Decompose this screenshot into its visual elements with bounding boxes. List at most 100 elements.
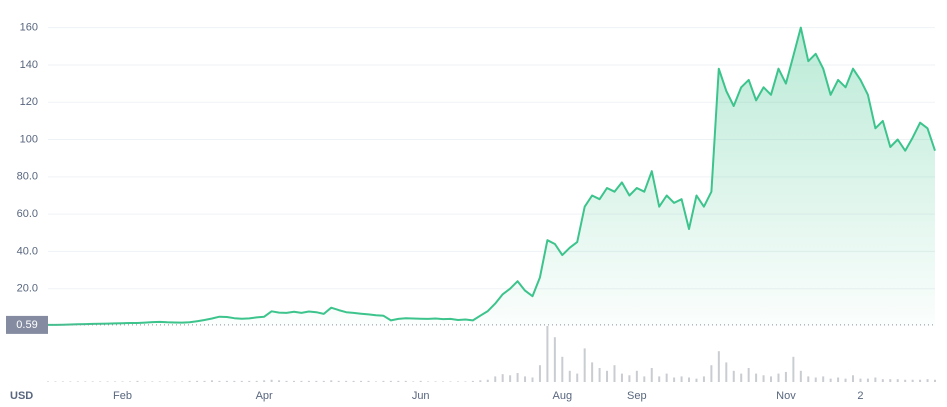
volume-bar bbox=[61, 381, 64, 382]
volume-bar bbox=[449, 381, 452, 382]
y-tick-label: 160 bbox=[20, 22, 38, 34]
y-tick-label: 20.0 bbox=[17, 283, 38, 295]
marker-badge bbox=[6, 315, 48, 334]
x-tick-label: Apr bbox=[256, 390, 273, 402]
volume-bar bbox=[128, 381, 131, 382]
volume-bar bbox=[203, 380, 206, 382]
volume-bar bbox=[613, 365, 616, 382]
volume-bar bbox=[792, 356, 795, 382]
price-area bbox=[48, 27, 935, 326]
volume-bar bbox=[680, 376, 683, 382]
volume-bar bbox=[576, 373, 579, 382]
volume-bar bbox=[598, 368, 601, 382]
volume-bar bbox=[233, 380, 236, 382]
volume-bar bbox=[210, 380, 213, 382]
volume-bar bbox=[248, 380, 251, 382]
price-line bbox=[48, 26, 936, 326]
volume-bar bbox=[76, 381, 79, 382]
volume-bar bbox=[762, 375, 765, 382]
volume-bar bbox=[270, 379, 273, 382]
y-tick-label: 140 bbox=[20, 59, 38, 71]
volume-bar bbox=[583, 348, 586, 382]
volume-bar bbox=[471, 380, 474, 382]
volume-bar bbox=[784, 371, 787, 382]
volume-bar bbox=[926, 379, 929, 382]
volume-bar bbox=[360, 380, 363, 382]
volume-bar bbox=[330, 380, 333, 382]
volume-bar bbox=[561, 356, 564, 382]
volume-bar bbox=[136, 380, 139, 382]
volume-bar bbox=[837, 377, 840, 382]
volume-bar bbox=[859, 378, 862, 382]
volume-bar bbox=[717, 351, 720, 382]
volume-bar bbox=[91, 381, 94, 382]
x-tick-label: 2 bbox=[857, 390, 863, 402]
x-tick-label: Feb bbox=[113, 390, 132, 402]
y-tick-label: 60.0 bbox=[17, 208, 38, 220]
volume-bar bbox=[852, 375, 855, 382]
volume-bar bbox=[725, 362, 728, 382]
volume-bar bbox=[628, 375, 631, 382]
volume-bar bbox=[695, 378, 698, 382]
volume-bar bbox=[456, 381, 459, 382]
volume-bar bbox=[69, 381, 72, 382]
volume-bar bbox=[389, 380, 392, 382]
y-tick-label: 120 bbox=[20, 96, 38, 108]
volume-bar bbox=[315, 380, 318, 382]
volume-bar bbox=[516, 373, 519, 382]
volume-bar bbox=[143, 381, 146, 382]
volume-bar bbox=[300, 380, 303, 382]
volume-bar bbox=[620, 373, 623, 382]
volume-bar bbox=[770, 376, 773, 382]
volume-bar bbox=[688, 377, 691, 382]
volume-bar bbox=[911, 379, 914, 382]
volume-bar bbox=[196, 380, 199, 382]
volume-bar bbox=[829, 378, 832, 382]
volume-bar bbox=[218, 380, 221, 382]
volume-bar bbox=[166, 381, 169, 382]
volume-bar bbox=[151, 381, 154, 382]
volume-bar bbox=[285, 380, 288, 382]
volume-bar bbox=[412, 381, 415, 382]
volume-bar bbox=[799, 370, 802, 382]
volume-bar bbox=[747, 368, 750, 382]
volume-bar bbox=[99, 381, 102, 382]
volume-bar bbox=[740, 373, 743, 382]
volume-bar bbox=[345, 380, 348, 382]
volume-bar bbox=[732, 370, 735, 382]
volume-bar bbox=[524, 376, 527, 382]
volume-bar bbox=[501, 374, 504, 382]
volume-bar bbox=[54, 381, 57, 382]
volume-bar bbox=[255, 380, 258, 382]
volume-bar bbox=[292, 380, 295, 382]
volume-bar bbox=[568, 370, 571, 382]
volume-bar bbox=[404, 380, 407, 382]
volume-bar bbox=[822, 376, 825, 382]
volume-bar bbox=[181, 381, 184, 382]
volume-bar bbox=[919, 379, 922, 382]
volume-bar bbox=[814, 377, 817, 382]
volume-bar bbox=[538, 365, 541, 382]
volume-bar bbox=[352, 380, 355, 382]
currency-label: USD bbox=[10, 390, 33, 402]
volume-bar bbox=[240, 380, 243, 382]
volume-bar bbox=[278, 380, 281, 382]
marker-label: 0.59 bbox=[16, 319, 37, 331]
volume-bar bbox=[106, 381, 109, 382]
x-tick-label: Sep bbox=[627, 390, 647, 402]
volume-bar bbox=[934, 379, 936, 382]
volume-bar bbox=[874, 377, 877, 382]
y-tick-label: 80.0 bbox=[17, 171, 38, 183]
volume-bar bbox=[881, 379, 884, 382]
volume-bar bbox=[777, 373, 780, 382]
volume-bar bbox=[84, 381, 87, 382]
volume-bar bbox=[665, 373, 668, 382]
volume-bar bbox=[434, 381, 437, 382]
volume-bar bbox=[546, 326, 549, 382]
volume-bar bbox=[531, 377, 534, 382]
volume-bar bbox=[702, 376, 705, 382]
volume-bar bbox=[494, 376, 497, 382]
volume-bar bbox=[673, 377, 676, 382]
volume-bar bbox=[755, 373, 758, 382]
volume-bar bbox=[419, 380, 422, 382]
